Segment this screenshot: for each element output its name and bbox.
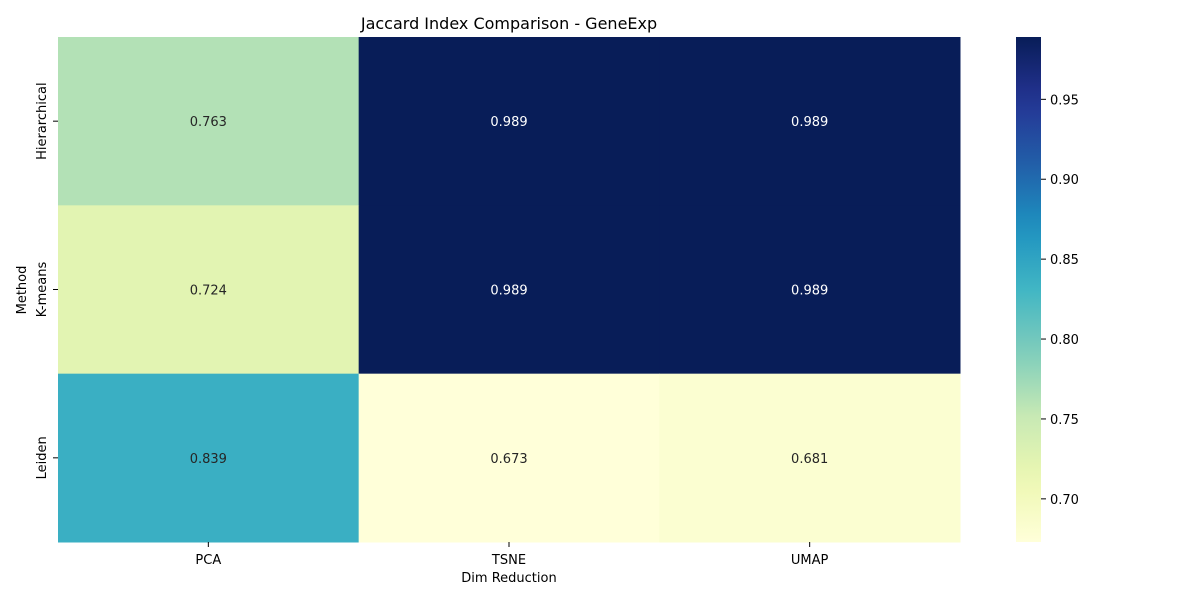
heatmap-cell (358, 373, 660, 543)
x-tick-label: UMAP (791, 553, 829, 568)
cell-value-label: 0.839 (190, 452, 227, 467)
colorbar-tick-label: 0.70 (1050, 493, 1079, 508)
heatmap-cell (659, 205, 961, 375)
colorbar-tick-label: 0.75 (1050, 413, 1079, 428)
colorbar-tick-label: 0.95 (1050, 93, 1079, 108)
y-tick-label: Hierarchical (35, 82, 50, 159)
heatmap-cell (358, 37, 660, 206)
x-tick-label: PCA (195, 553, 221, 568)
heatmap-cells (58, 37, 961, 543)
heatmap-cell (58, 37, 360, 206)
colorbar-tick-label: 0.85 (1050, 253, 1079, 268)
heatmap-cell (58, 205, 360, 375)
cell-value-label: 0.989 (490, 115, 527, 130)
cell-value-label: 0.989 (490, 284, 527, 299)
heatmap-cell (58, 373, 360, 543)
cell-value-label: 0.673 (490, 452, 527, 467)
colorbar-ticks: 0.70 0.75 0.80 0.85 0.90 0.95 (1041, 93, 1079, 508)
y-tick-label: Leiden (35, 436, 50, 479)
heatmap-cell (659, 37, 961, 206)
colorbar-gradient (1016, 37, 1041, 542)
cell-value-label: 0.989 (791, 115, 828, 130)
y-tick-label: K-means (35, 262, 50, 318)
x-axis-label: Dim Reduction (461, 571, 556, 586)
cell-value-label: 0.763 (190, 115, 227, 130)
cell-value-label: 0.724 (190, 284, 227, 299)
colorbar-tick-label: 0.80 (1050, 333, 1079, 348)
y-axis: Hierarchical K-means Leiden (35, 82, 58, 479)
heatmap-cell-labels: 0.763 0.989 0.989 0.724 0.989 0.989 0.839 0.673… (190, 115, 829, 467)
heatmap-cell (358, 205, 660, 375)
cell-value-label: 0.681 (791, 452, 828, 467)
x-axis: PCA TSNE UMAP (195, 542, 829, 568)
y-axis-label: Method (15, 266, 30, 315)
x-tick-label: TSNE (491, 553, 526, 568)
chart-title: Jaccard Index Comparison - GeneExp (360, 14, 657, 33)
colorbar: 0.70 0.75 0.80 0.85 0.90 0.95 (1016, 37, 1079, 542)
cell-value-label: 0.989 (791, 284, 828, 299)
heatmap-cell (659, 373, 961, 543)
colorbar-tick-label: 0.90 (1050, 173, 1079, 188)
